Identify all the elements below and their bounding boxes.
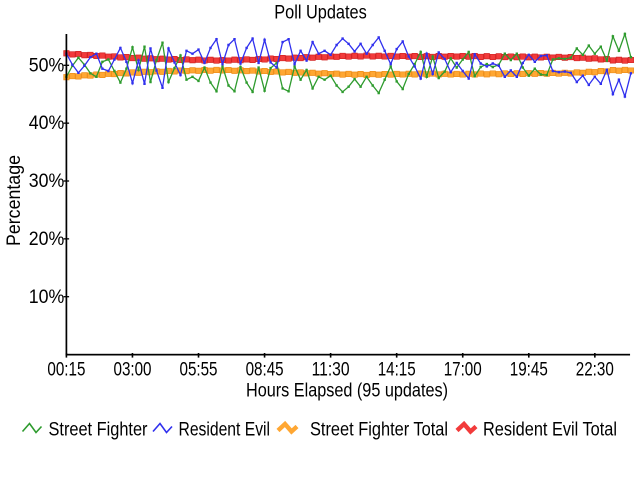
svg-text:Hours Elapsed (95 updates): Hours Elapsed (95 updates) [246,381,448,402]
svg-text:Poll Updates: Poll Updates [274,3,367,24]
svg-text:14:15: 14:15 [378,360,416,381]
svg-text:30%: 30% [29,171,65,192]
svg-text:Percentage: Percentage [4,155,25,246]
svg-text:11:30: 11:30 [312,360,350,381]
svg-text:Resident Evil: Resident Evil [179,420,271,441]
svg-text:05:55: 05:55 [180,360,218,381]
svg-text:10%: 10% [29,287,65,308]
svg-text:22:30: 22:30 [576,360,614,381]
svg-text:20%: 20% [29,229,65,250]
svg-text:19:45: 19:45 [510,360,548,381]
svg-text:17:00: 17:00 [444,360,482,381]
svg-text:Street Fighter: Street Fighter [49,420,148,441]
svg-text:08:45: 08:45 [246,360,284,381]
svg-text:Resident Evil Total: Resident Evil Total [483,420,617,441]
svg-text:40%: 40% [29,113,65,134]
svg-text:00:15: 00:15 [47,360,85,381]
svg-text:03:00: 03:00 [114,360,152,381]
svg-text:50%: 50% [29,55,65,76]
svg-text:Street Fighter Total: Street Fighter Total [310,420,448,441]
